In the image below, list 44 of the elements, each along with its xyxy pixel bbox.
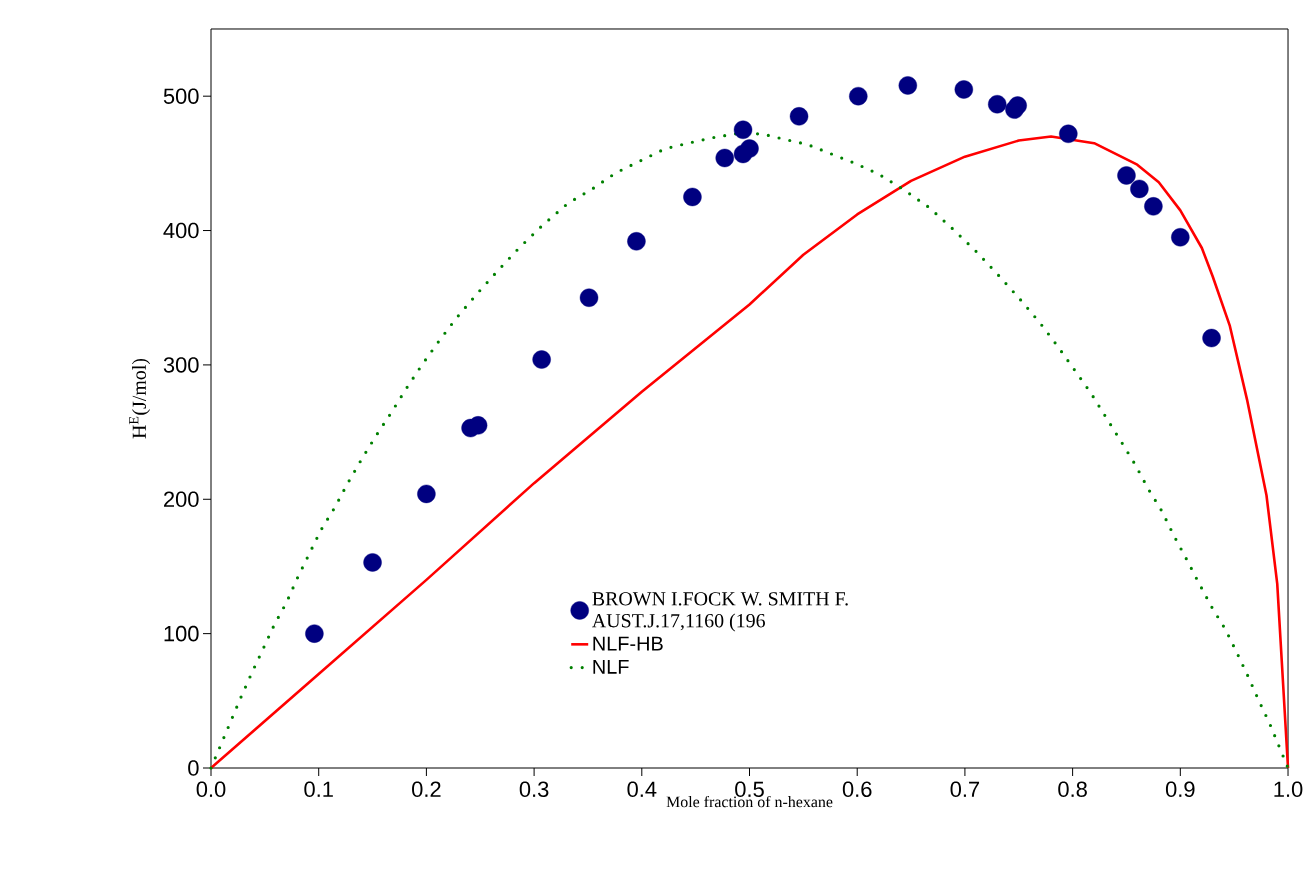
- point: [1117, 166, 1136, 185]
- point: [579, 288, 599, 307]
- y-tick-label: 0: [188, 760, 199, 776]
- point: [988, 95, 1007, 114]
- legend-label: NLF-HB: [593, 636, 663, 651]
- x-tick-label: 0.6: [842, 781, 872, 798]
- point: [715, 148, 734, 168]
- point: [305, 624, 324, 643]
- point: [898, 76, 918, 95]
- point: [1202, 328, 1221, 348]
- point: [849, 86, 868, 106]
- point: [789, 107, 809, 126]
- point: [532, 350, 551, 369]
- y-tick-label: 400: [163, 222, 199, 239]
- point: [733, 120, 753, 139]
- y-tick-label: 100: [164, 625, 199, 642]
- point: [363, 553, 382, 572]
- x-tick-label: 0.3: [519, 781, 549, 798]
- point: [954, 80, 974, 99]
- point: [740, 139, 759, 158]
- legend-label: NLF: [593, 659, 629, 674]
- x-tick-label: 0.4: [627, 781, 657, 798]
- point: [627, 232, 646, 251]
- x-tick-label: 0.5: [735, 781, 764, 798]
- x-tick-label: 0.7: [950, 781, 980, 798]
- legend-label: BROWN I.FOCK W. SMITH F. AUST.J.17,1160 (196: [592, 592, 848, 632]
- x-tick-label: 0.8: [1058, 781, 1087, 798]
- x-tick-label: 1.0: [1274, 781, 1303, 798]
- x-tick-label: 0.2: [412, 781, 441, 798]
- point: [417, 484, 436, 504]
- x-tick-label: 0.9: [1165, 781, 1195, 798]
- point: [1171, 228, 1190, 247]
- x-tick-label: 0.0: [196, 781, 226, 798]
- y-axis-title: H$^{E}$(J/mol): [129, 358, 151, 439]
- point: [1059, 124, 1078, 143]
- y-tick-label: 300: [163, 357, 199, 373]
- y-tick-label: 200: [164, 491, 199, 508]
- point: [1008, 96, 1027, 115]
- y-tick-label: 500: [163, 88, 199, 104]
- x-tick-label: 0.1: [304, 781, 333, 798]
- point: [1130, 179, 1149, 199]
- point: [468, 416, 488, 435]
- point: [683, 187, 702, 207]
- point: [1144, 197, 1163, 216]
